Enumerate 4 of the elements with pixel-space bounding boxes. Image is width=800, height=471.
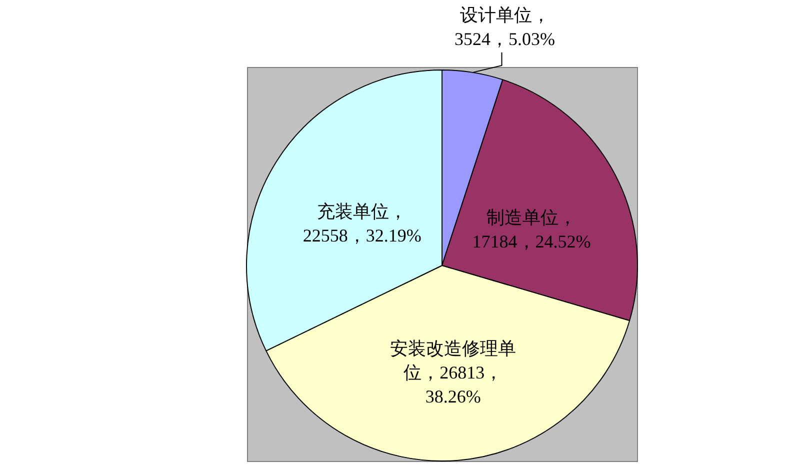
slice-label: 充装单位，22558，32.19% — [302, 201, 422, 246]
slice-label: 设计单位，3524，5.03% — [454, 5, 556, 50]
slice-label: 制造单位，17184，24.52% — [472, 208, 591, 252]
slice-label: 安装改造修理单位，26813，38.26% — [390, 338, 516, 407]
